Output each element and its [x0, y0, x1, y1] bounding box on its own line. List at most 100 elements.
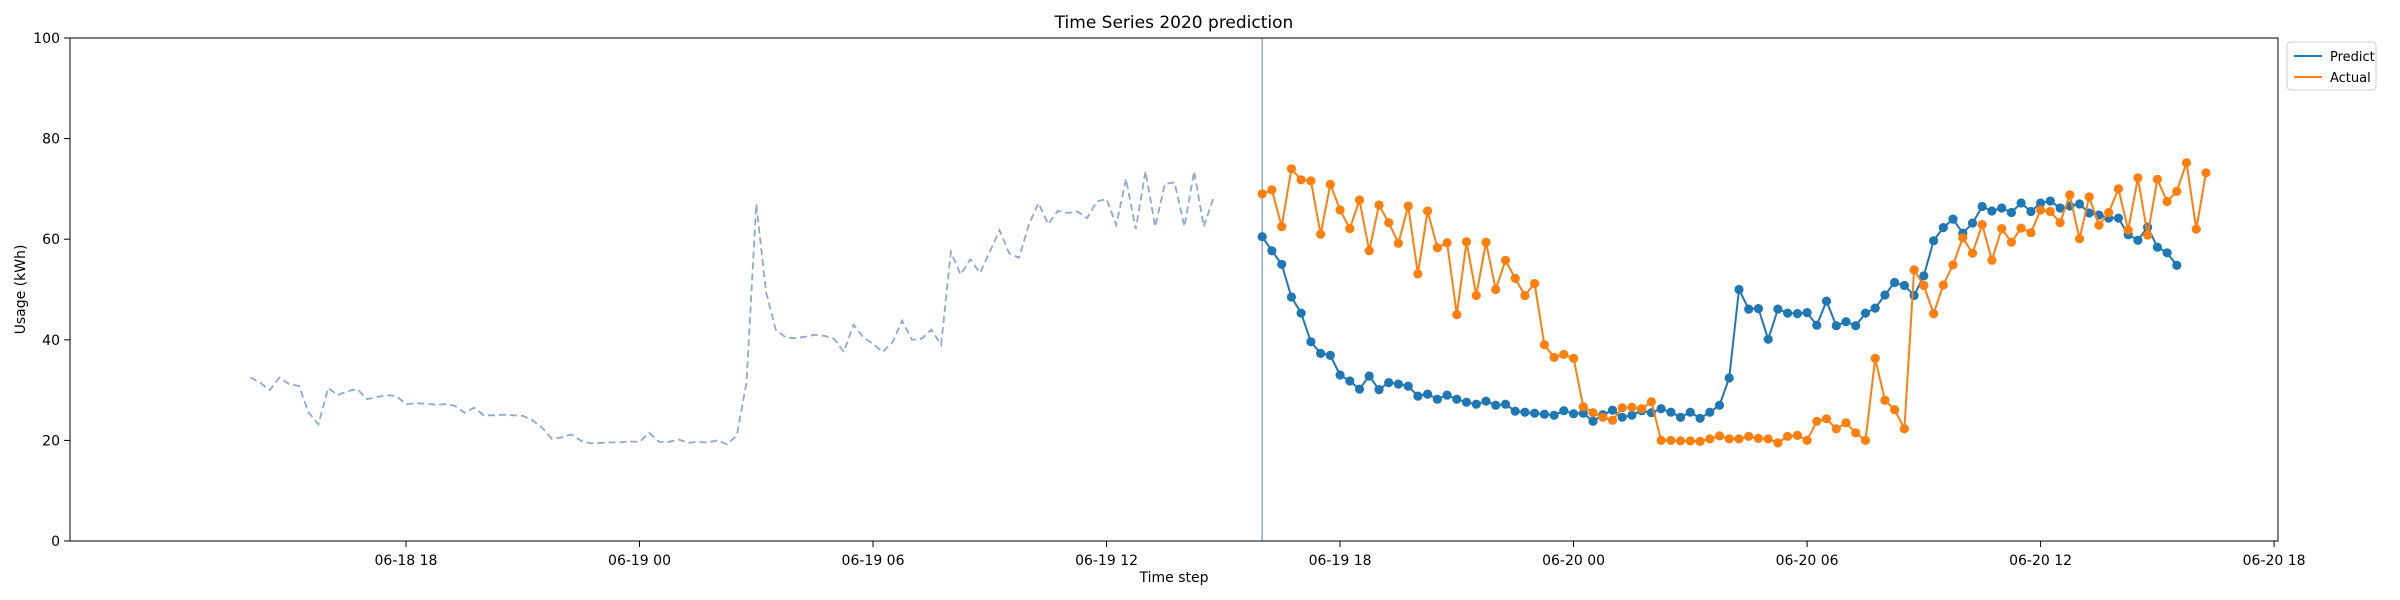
actual-point [2074, 234, 2085, 244]
actual-point [1549, 352, 1559, 362]
x-tick-label: 06-19 12 [1075, 553, 1138, 569]
predict-point [1403, 381, 1413, 391]
predict-point [2172, 260, 2182, 270]
predict-point [1734, 284, 1744, 295]
actual-point [2094, 220, 2104, 230]
predict-point [1471, 399, 1481, 409]
predict-point [1676, 412, 1686, 422]
actual-point [1724, 434, 1734, 444]
actual-point [2006, 237, 2016, 247]
actual-point [2181, 158, 2192, 168]
predict-point [2133, 235, 2143, 245]
actual-point [1598, 412, 1608, 422]
actual-point [1588, 408, 1598, 418]
x-tick-label: 06-19 18 [1309, 553, 1372, 569]
actual-point [1841, 418, 1851, 428]
x-tick-label: 06-20 00 [1542, 553, 1605, 569]
predict-point [1783, 308, 1793, 318]
y-tick-label: 60 [42, 232, 60, 248]
actual-point [1705, 434, 1715, 444]
predict-point [1277, 259, 1287, 269]
predict-point [1461, 397, 1472, 407]
predict-point [1744, 304, 1754, 314]
actual-point [1530, 278, 1540, 289]
actual-point [2143, 230, 2153, 240]
predict-point [2006, 207, 2016, 218]
predict-point [1967, 218, 1978, 228]
actual-point [2084, 192, 2094, 202]
predict-point [1666, 407, 1676, 417]
predict-point [2152, 242, 2162, 252]
actual-point [1384, 218, 1394, 228]
predict-point [1384, 378, 1394, 388]
predict-point [1481, 396, 1491, 406]
actual-point [1987, 255, 1997, 265]
actual-point [2133, 173, 2143, 183]
x-tick-label: 06-18 18 [375, 553, 438, 569]
y-tick-label: 20 [42, 433, 60, 449]
predict-point [1539, 409, 1549, 419]
actual-point [1860, 435, 1871, 445]
predict-point [1267, 246, 1277, 256]
actual-point [1500, 255, 1511, 265]
predict-point [1802, 308, 1812, 318]
predict-point [2162, 248, 2172, 258]
actual-point [1491, 284, 1501, 295]
actual-point [2045, 206, 2055, 217]
actual-point [1890, 405, 1900, 415]
predict-point [1870, 303, 1880, 313]
predict-point [1549, 410, 1559, 420]
predict-point [1997, 203, 2007, 213]
predict-point [1257, 232, 1267, 242]
actual-point [2113, 184, 2123, 194]
actual-point [2123, 225, 2133, 235]
actual-point [1277, 222, 1287, 232]
actual-point [2191, 224, 2201, 234]
predict-point [1607, 405, 1618, 415]
legend: Predict Actual [2286, 41, 2377, 91]
actual-point [1296, 175, 1306, 185]
predict-point [1938, 223, 1948, 233]
predict-point [1899, 280, 1909, 291]
actual-point [1656, 435, 1666, 445]
predict-point [1860, 308, 1871, 318]
actual-point [1870, 353, 1880, 363]
predict-point [1851, 321, 1861, 331]
history-line [249, 171, 1215, 446]
actual-point [1802, 435, 1812, 445]
predict-point [2113, 213, 2123, 223]
predict-point [1821, 296, 1832, 306]
predict-point [1705, 407, 1715, 417]
history-line-group [249, 171, 1215, 446]
actual-point [1773, 438, 1783, 448]
y-tick-label: 100 [33, 31, 60, 47]
actual-point [1520, 290, 1530, 301]
actual-point [1666, 435, 1676, 445]
predict-point [1500, 399, 1511, 409]
predict-point [1763, 334, 1773, 344]
actual-point [1763, 434, 1773, 444]
predict-point [1530, 408, 1540, 418]
actual-point [1831, 424, 1841, 434]
y-tick-label: 0 [51, 534, 60, 550]
predict-point [1578, 408, 1588, 418]
actual-point [2152, 174, 2162, 184]
predict-point [1987, 206, 1997, 216]
actual-point [1685, 436, 1695, 446]
actual-point [1578, 402, 1588, 412]
actual-point [1461, 237, 1472, 247]
actual-point [1997, 224, 2007, 234]
actual-point [1977, 220, 1987, 230]
actual-point [1948, 260, 1958, 270]
actual-point [1403, 201, 1413, 211]
actual-point [1744, 431, 1754, 441]
predict-point [1413, 391, 1423, 401]
predict-point [1559, 406, 1569, 416]
actual-point [1257, 189, 1267, 199]
actual-point [1958, 233, 1968, 243]
actual-point [1286, 164, 1296, 174]
actual-point [1734, 434, 1744, 444]
actual-point [1423, 206, 1433, 216]
predict-point [1354, 384, 1365, 394]
